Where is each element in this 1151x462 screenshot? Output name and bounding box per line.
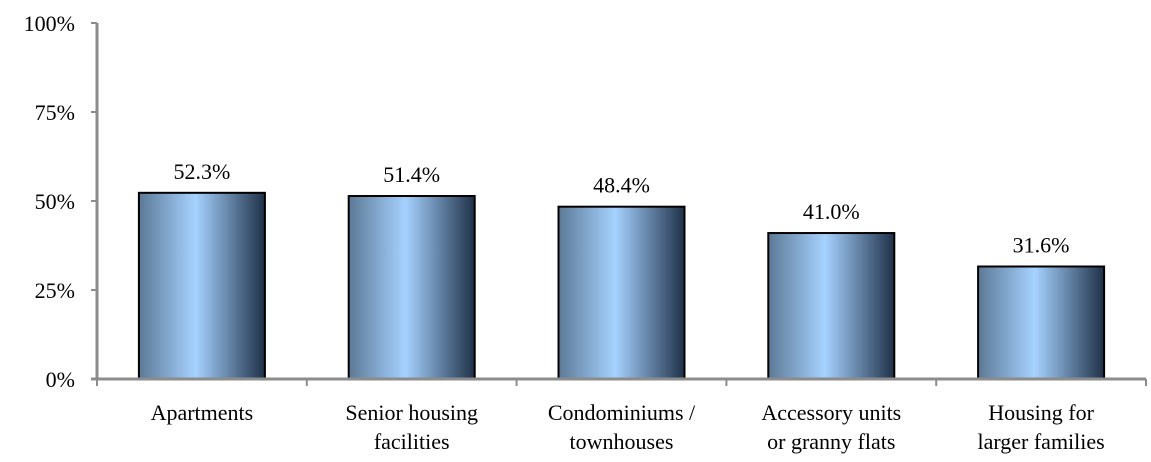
bar-0 bbox=[137, 191, 266, 380]
bar-2 bbox=[557, 205, 686, 380]
value-label-0: 52.3% bbox=[173, 159, 230, 184]
bar-3 bbox=[767, 232, 896, 380]
y-ticks-group: 0% 25% 50% 75% 100% bbox=[24, 11, 97, 392]
x-labels-group: Apartments Senior housing facilities Condom… bbox=[151, 400, 1105, 454]
y-tick-label-0: 0% bbox=[46, 367, 75, 392]
bar-4 bbox=[977, 265, 1106, 380]
y-tick-label-3: 75% bbox=[35, 100, 75, 125]
y-tick-label-4: 100% bbox=[24, 11, 75, 36]
value-label-3: 41.0% bbox=[803, 199, 860, 224]
x-label-3: Accessory units or granny flats bbox=[761, 400, 901, 454]
bar-1 bbox=[347, 195, 476, 380]
value-label-1: 51.4% bbox=[383, 162, 440, 187]
y-tick-label-1: 25% bbox=[35, 278, 75, 303]
x-label-2: Condominiums / townhouses bbox=[548, 400, 696, 454]
x-label-4: Housing for larger families bbox=[977, 400, 1104, 454]
y-tick-label-2: 50% bbox=[35, 189, 75, 214]
value-label-2: 48.4% bbox=[593, 173, 650, 198]
value-labels-group: 52.3% 51.4% 48.4% 41.0% 31.6% bbox=[173, 159, 1069, 258]
x-label-1: Senior housing facilities bbox=[345, 400, 478, 454]
value-label-4: 31.6% bbox=[1013, 233, 1070, 258]
x-label-0: Apartments bbox=[151, 400, 254, 425]
bars-group bbox=[137, 191, 1106, 380]
